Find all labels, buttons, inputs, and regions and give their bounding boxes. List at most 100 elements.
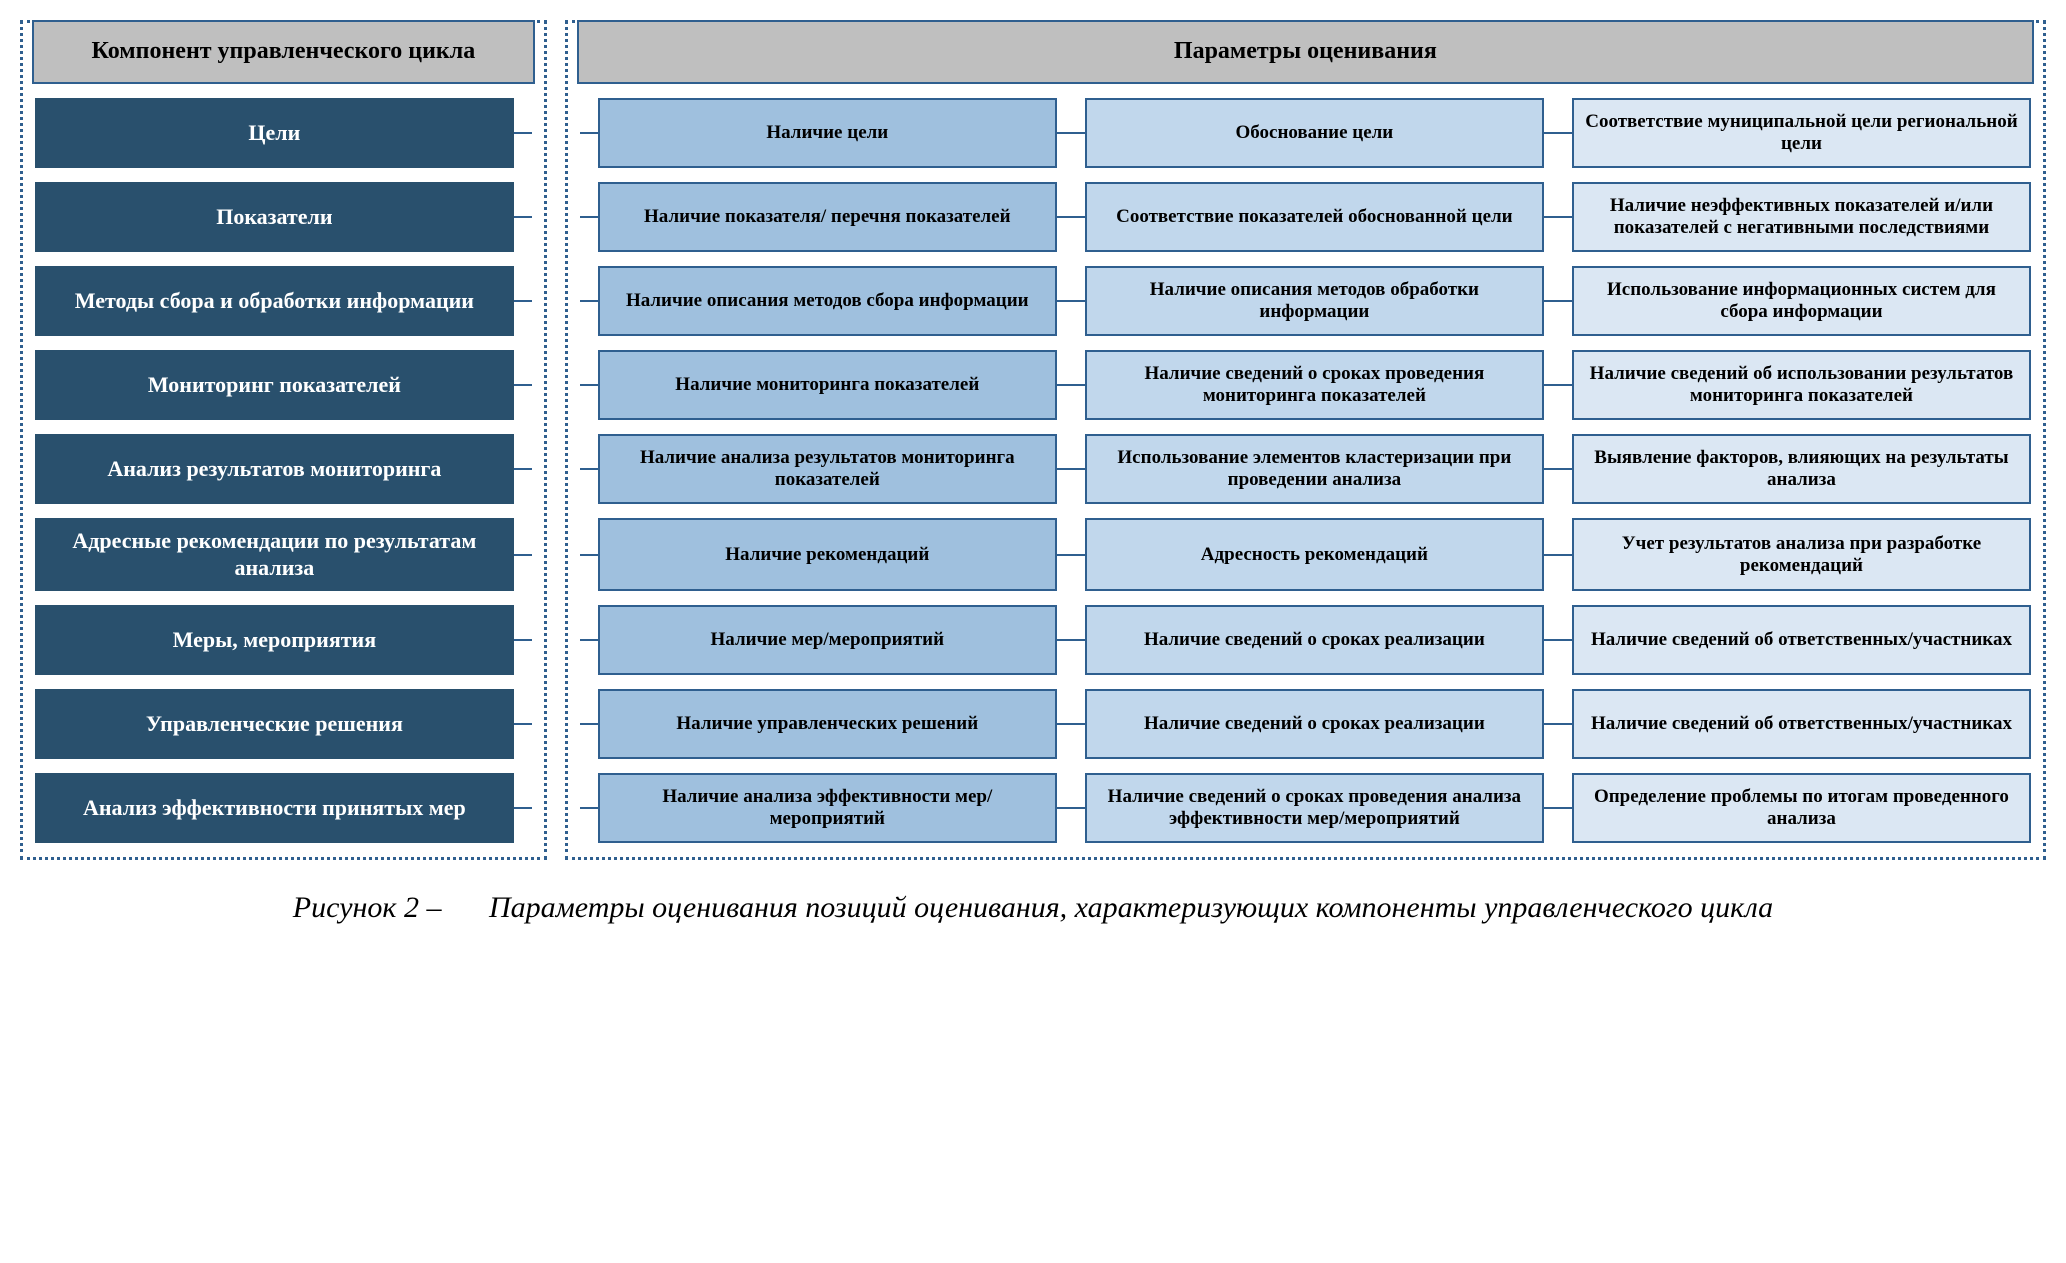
component-row: Анализ эффективности принятых мер — [35, 773, 532, 843]
connector-line — [1544, 98, 1572, 168]
parameter-box: Наличие сведений об использовании резуль… — [1572, 350, 2031, 420]
component-row: Методы сбора и обработки информации — [35, 266, 532, 336]
connector-line — [514, 434, 532, 504]
parameter-box: Наличие сведений об ответственных/участн… — [1572, 605, 2031, 675]
parameter-box: Адресность рекомендаций — [1085, 518, 1544, 591]
connector-line — [514, 182, 532, 252]
parameter-row: Наличие мер/мероприятий Наличие сведений … — [580, 605, 2031, 675]
parameter-box: Наличие описания методов обработки инфор… — [1085, 266, 1544, 336]
connector-line — [1057, 434, 1085, 504]
connector-line — [1057, 689, 1085, 759]
component-box: Методы сбора и обработки информации — [35, 266, 514, 336]
component-row: Меры, мероприятия — [35, 605, 532, 675]
diagram-root: Компонент управленческого цикла Цели Пока… — [20, 20, 2046, 929]
parameter-box: Наличие цели — [598, 98, 1057, 168]
columns-wrapper: Компонент управленческого цикла Цели Пока… — [20, 20, 2046, 860]
connector-line — [1544, 605, 1572, 675]
left-column-header: Компонент управленческого цикла — [32, 20, 535, 84]
parameter-box: Наличие неэффективных показателей и/или … — [1572, 182, 2031, 252]
component-box: Анализ результатов мониторинга — [35, 434, 514, 504]
connector-line — [1544, 689, 1572, 759]
connector-line — [514, 518, 532, 591]
parameter-box: Наличие сведений о сроках реализации — [1085, 689, 1544, 759]
connector-line — [580, 266, 598, 336]
component-row: Адресные рекомендации по результатам ана… — [35, 518, 532, 591]
component-row: Анализ результатов мониторинга — [35, 434, 532, 504]
parameter-box: Наличие рекомендаций — [598, 518, 1057, 591]
figure-label: Рисунок 2 – — [293, 891, 442, 924]
component-box: Показатели — [35, 182, 514, 252]
connector-line — [514, 98, 532, 168]
connector-line — [580, 182, 598, 252]
connector-line — [580, 773, 598, 843]
parameter-box: Определение проблемы по итогам проведенн… — [1572, 773, 2031, 843]
connector-line — [1057, 518, 1085, 591]
connector-line — [514, 773, 532, 843]
parameter-row: Наличие анализа эффективности мер/меропр… — [580, 773, 2031, 843]
parameter-box: Соответствие муниципальной цели регионал… — [1572, 98, 2031, 168]
left-column: Компонент управленческого цикла Цели Пока… — [20, 20, 547, 860]
component-box: Управленческие решения — [35, 689, 514, 759]
parameter-box: Использование элементов кластеризации пр… — [1085, 434, 1544, 504]
component-box: Меры, мероприятия — [35, 605, 514, 675]
component-box: Цели — [35, 98, 514, 168]
parameter-box: Наличие анализа результатов мониторинга … — [598, 434, 1057, 504]
component-box: Анализ эффективности принятых мер — [35, 773, 514, 843]
connector-line — [1057, 266, 1085, 336]
connector-line — [580, 350, 598, 420]
parameter-row: Наличие рекомендаций Адресность рекоменда… — [580, 518, 2031, 591]
parameter-box: Использование информационных систем для … — [1572, 266, 2031, 336]
parameter-row: Наличие показателя/ перечня показателей С… — [580, 182, 2031, 252]
connector-line — [1057, 182, 1085, 252]
component-row: Управленческие решения — [35, 689, 532, 759]
connector-line — [580, 689, 598, 759]
figure-caption-text: Параметры оценивания позиций оценивания,… — [489, 891, 1773, 924]
parameter-box: Наличие мер/мероприятий — [598, 605, 1057, 675]
component-row: Мониторинг показателей — [35, 350, 532, 420]
component-rows: Цели Показатели Методы сбора и обработки и… — [35, 98, 532, 843]
parameter-box: Наличие мониторинга показателей — [598, 350, 1057, 420]
connector-line — [1057, 773, 1085, 843]
component-box: Мониторинг показателей — [35, 350, 514, 420]
connector-line — [514, 605, 532, 675]
connector-line — [1544, 773, 1572, 843]
right-column: Параметры оценивания Наличие цели Обоснов… — [565, 20, 2046, 860]
connector-line — [514, 350, 532, 420]
parameter-box: Учет результатов анализа при разработке … — [1572, 518, 2031, 591]
connector-line — [1544, 518, 1572, 591]
connector-line — [1057, 350, 1085, 420]
connector-line — [1057, 98, 1085, 168]
parameter-box: Наличие управленческих решений — [598, 689, 1057, 759]
connector-line — [580, 434, 598, 504]
parameter-box: Наличие сведений о сроках проведения мон… — [1085, 350, 1544, 420]
parameter-box: Наличие показателя/ перечня показателей — [598, 182, 1057, 252]
connector-line — [580, 98, 598, 168]
connector-line — [1544, 434, 1572, 504]
parameter-row: Наличие мониторинга показателей Наличие с… — [580, 350, 2031, 420]
parameter-box: Обоснование цели — [1085, 98, 1544, 168]
connector-line — [1544, 266, 1572, 336]
connector-line — [514, 266, 532, 336]
connector-line — [580, 518, 598, 591]
component-box: Адресные рекомендации по результатам ана… — [35, 518, 514, 591]
parameter-row: Наличие цели Обоснование цели Соответствие… — [580, 98, 2031, 168]
component-row: Цели — [35, 98, 532, 168]
right-column-header: Параметры оценивания — [577, 20, 2034, 84]
figure-caption: Рисунок 2 – Параметры оценивания позиций… — [20, 888, 2046, 929]
connector-line — [1544, 182, 1572, 252]
parameter-box: Наличие сведений о сроках реализации — [1085, 605, 1544, 675]
connector-line — [1544, 350, 1572, 420]
parameter-box: Соответствие показателей обоснованной це… — [1085, 182, 1544, 252]
component-row: Показатели — [35, 182, 532, 252]
parameter-row: Наличие описания методов сбора информаци… — [580, 266, 2031, 336]
parameter-box: Наличие сведений об ответственных/участн… — [1572, 689, 2031, 759]
parameter-box: Выявление факторов, влияющих на результа… — [1572, 434, 2031, 504]
parameter-box: Наличие описания методов сбора информаци… — [598, 266, 1057, 336]
connector-line — [514, 689, 532, 759]
connector-line — [580, 605, 598, 675]
parameter-rows: Наличие цели Обоснование цели Соответствие… — [580, 98, 2031, 843]
parameter-box: Наличие сведений о сроках проведения ана… — [1085, 773, 1544, 843]
parameter-row: Наличие управленческих решений Наличие св… — [580, 689, 2031, 759]
parameter-box: Наличие анализа эффективности мер/меропр… — [598, 773, 1057, 843]
parameter-row: Наличие анализа результатов мониторинга … — [580, 434, 2031, 504]
